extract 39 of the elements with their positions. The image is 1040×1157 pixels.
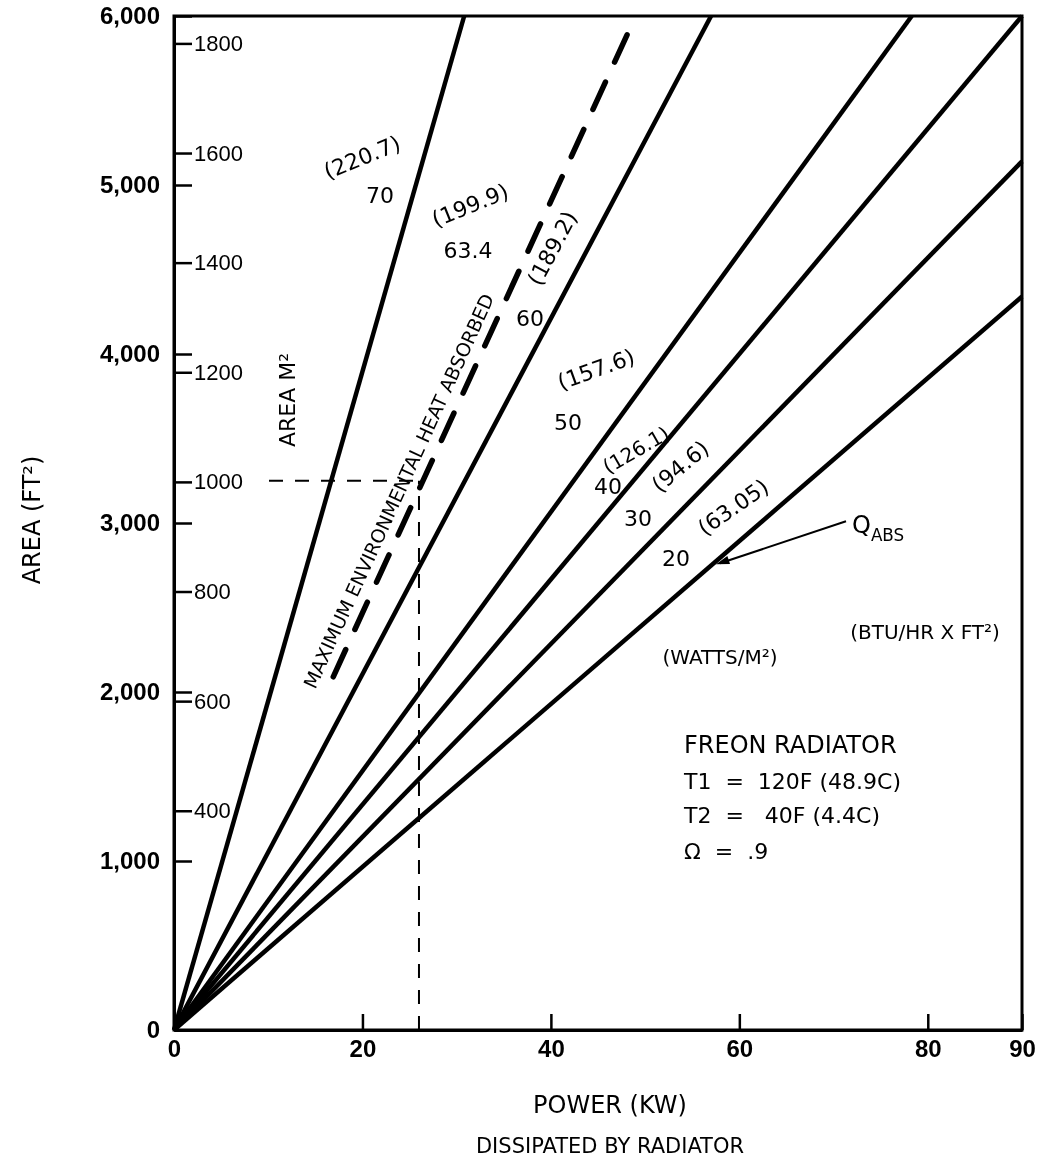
annotation: T1 = 120F (48.9C) [683, 768, 901, 794]
y-tick-label: 3,000 [99, 509, 160, 537]
y2-tick-label: 1800 [194, 30, 243, 56]
annotation: 40 [594, 473, 622, 499]
annotation: FREON RADIATOR [684, 731, 897, 759]
annotation: 63.4 [443, 237, 493, 263]
y2-tick-label: 800 [194, 579, 231, 605]
x-axis-title: POWER (KW) [533, 1091, 687, 1119]
x-tick-label: 40 [538, 1035, 565, 1063]
y-tick-label: 2,000 [99, 678, 160, 706]
x-tick-label: 0 [167, 1035, 182, 1063]
y2-tick-label: 600 [194, 688, 231, 714]
y2-tick-label: 1400 [194, 250, 243, 276]
x-tick-label: 60 [726, 1035, 754, 1063]
y2-axis-title: AREA M² [275, 352, 300, 448]
x-tick-label: 20 [349, 1035, 377, 1063]
y-tick-label: 1,000 [99, 847, 160, 875]
annotation: (WATTS/M²) [662, 645, 778, 669]
y2-tick-label: 1200 [194, 359, 243, 385]
annotation: (BTU/HR X FT²) [850, 620, 1000, 644]
annotation: 70 [366, 182, 394, 208]
y-tick-label: 6,000 [99, 2, 160, 30]
y2-tick-label: 1600 [194, 140, 243, 166]
annotation: T2 = 40F (4.4C) [683, 802, 880, 828]
x-tick-label: 80 [914, 1035, 942, 1063]
x-tick-label: 90 [1009, 1035, 1036, 1063]
annotation: 30 [624, 505, 652, 531]
annotation: Ω = .9 [684, 838, 769, 864]
y-tick-label: 0 [146, 1016, 160, 1044]
annotation: Q$_{ABS}$ [852, 511, 905, 546]
annotation: 50 [554, 409, 582, 435]
y2-tick-label: 1000 [194, 469, 243, 495]
annotation: 60 [516, 305, 544, 331]
annotation: 20 [662, 545, 690, 571]
y-axis-title: AREA (FT²) [18, 455, 46, 585]
text: DISSIPATED BY RADIATOR [475, 1134, 745, 1157]
y-tick-label: 5,000 [99, 171, 160, 199]
y2-tick-label: 400 [194, 798, 231, 824]
y-tick-label: 4,000 [99, 340, 160, 368]
